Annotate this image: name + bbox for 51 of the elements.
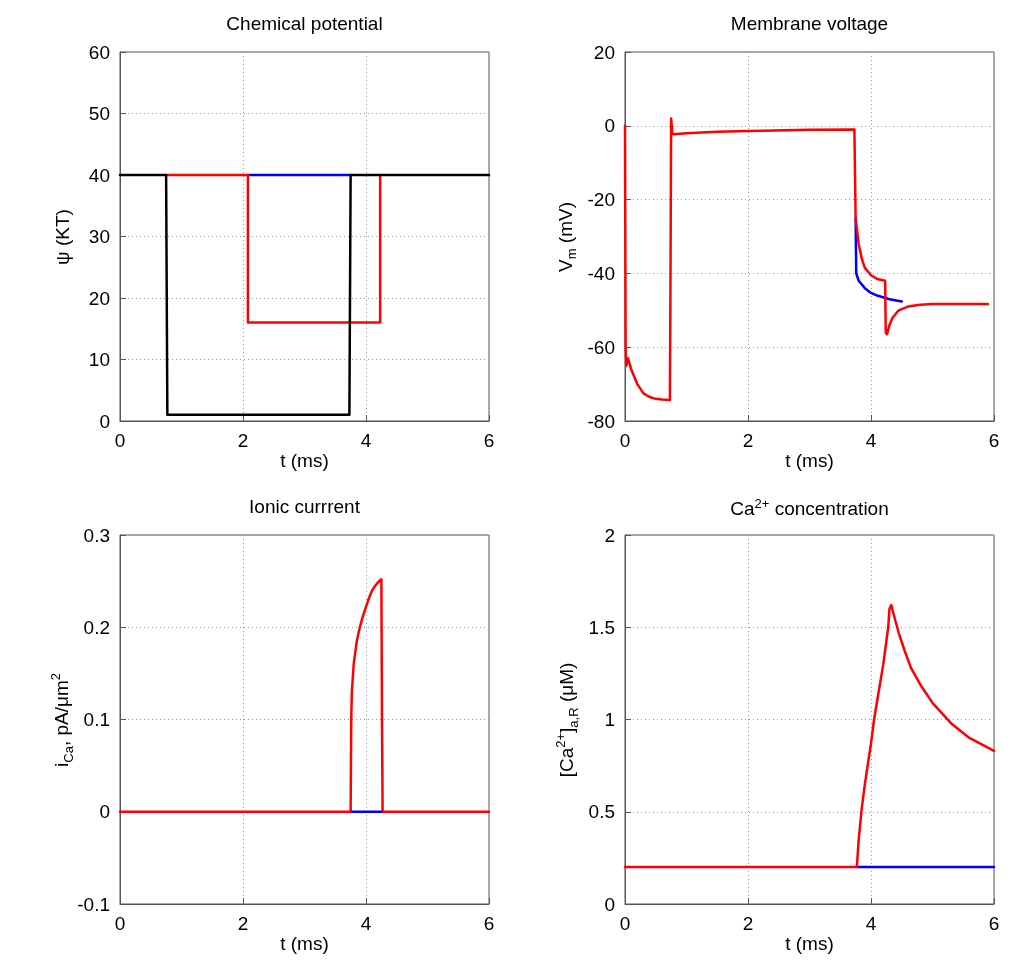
- y-tick-label: -60: [587, 336, 615, 358]
- y-tick-label: -40: [587, 262, 615, 284]
- x-tick-label: 0: [619, 430, 631, 451]
- y-tick-label: 20: [88, 287, 110, 309]
- x-axis-title: t (ms): [785, 933, 834, 954]
- y-tick-label: 50: [88, 103, 110, 124]
- x-tick-label: 2: [742, 913, 754, 934]
- x-tick-label: 0: [114, 430, 126, 451]
- x-tick-label: 6: [483, 430, 495, 451]
- x-axis-title: t (ms): [280, 450, 329, 471]
- y-tick-label: -80: [587, 410, 615, 432]
- x-tick-label: 6: [988, 430, 1000, 451]
- chart-title: Ionic currrent: [249, 496, 360, 517]
- y-tick-label: -20: [587, 189, 615, 211]
- y-tick-label: 0: [604, 893, 615, 915]
- y-tick-label: 20: [593, 41, 615, 63]
- y-tick-label: 0.2: [83, 616, 110, 638]
- x-tick-label: 2: [237, 430, 249, 451]
- y-tick-label: 2: [604, 524, 615, 546]
- x-tick-label: 0: [619, 913, 631, 934]
- x-tick-label: 0: [114, 913, 126, 934]
- line-series: [623, 603, 996, 869]
- x-tick-label: 4: [865, 430, 877, 451]
- x-tick-label: 2: [742, 430, 754, 451]
- y-tick-label: 0: [604, 115, 615, 137]
- chart-title: Ca$^{2+}$ concentration: [730, 496, 889, 520]
- x-tick-label: 4: [865, 913, 877, 934]
- y-tick-label: 1: [604, 709, 615, 730]
- x-axis-title: t (ms): [280, 933, 329, 954]
- y-tick-label: 0.3: [83, 524, 110, 546]
- line-series: [118, 578, 491, 813]
- y-tick-label: 40: [88, 164, 110, 186]
- x-tick-label: 6: [483, 913, 495, 934]
- x-tick-label: 4: [360, 430, 372, 451]
- chart-title: Membrane voltage: [730, 13, 889, 34]
- x-axis-title: t (ms): [785, 450, 834, 471]
- y-tick-label: 60: [88, 41, 110, 63]
- y-axis-title: ψ (KT): [51, 208, 73, 265]
- x-tick-label: 6: [988, 913, 1000, 934]
- x-tick-label: 2: [237, 913, 249, 934]
- chart-title: Chemical potential: [226, 13, 383, 34]
- y-tick-label: -0.1: [77, 893, 110, 915]
- y-tick-label: 0: [99, 801, 110, 823]
- y-tick-label: 1.5: [588, 616, 615, 638]
- y-tick-label: 10: [88, 349, 110, 370]
- x-tick-label: 4: [360, 913, 372, 934]
- y-tick-label: 0.1: [83, 709, 110, 730]
- y-tick-label: 0: [99, 410, 110, 432]
- y-tick-label: 0.5: [588, 801, 615, 823]
- line-series: [623, 117, 990, 402]
- y-tick-label: 30: [88, 226, 110, 247]
